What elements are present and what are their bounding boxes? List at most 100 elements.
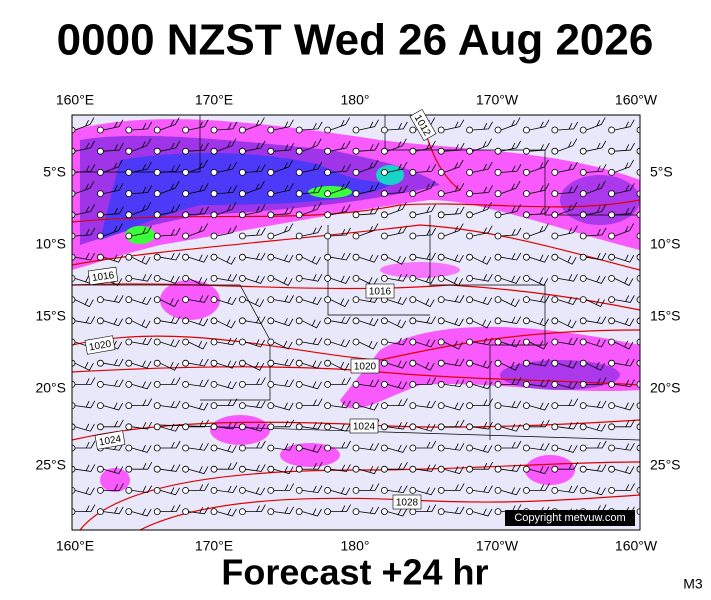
lon-label: 160°W bbox=[615, 92, 658, 108]
barb bbox=[636, 465, 640, 473]
barb bbox=[324, 423, 351, 432]
isobar-label-box bbox=[350, 358, 380, 374]
barb-station bbox=[523, 423, 530, 431]
barb-station bbox=[409, 508, 417, 516]
barb-shaft bbox=[245, 504, 266, 512]
barb-shaft bbox=[557, 337, 578, 346]
barb-station bbox=[380, 486, 388, 494]
barb-shaft bbox=[500, 316, 522, 325]
barb-shaft bbox=[472, 444, 493, 453]
isobar-label: 1016 bbox=[365, 283, 395, 299]
barb-station bbox=[210, 296, 218, 304]
barb-shaft bbox=[500, 180, 521, 194]
barb-station bbox=[494, 338, 502, 346]
barb-station bbox=[295, 253, 303, 261]
barb bbox=[437, 274, 463, 286]
barb-station bbox=[238, 147, 246, 155]
barb bbox=[494, 400, 522, 410]
barb-station bbox=[295, 232, 303, 240]
barb-shaft bbox=[529, 318, 549, 327]
barb-station bbox=[324, 190, 332, 198]
barb-shaft bbox=[444, 379, 465, 388]
barb bbox=[551, 161, 578, 176]
barb-station bbox=[97, 508, 104, 516]
barb-shaft bbox=[529, 358, 550, 367]
barb-shaft bbox=[529, 159, 549, 173]
barb bbox=[267, 379, 294, 388]
barb-station bbox=[523, 274, 530, 282]
lat-label: 25°S bbox=[35, 457, 66, 473]
barb-station bbox=[409, 232, 417, 240]
barb-station bbox=[182, 147, 190, 155]
barb-station bbox=[494, 486, 502, 494]
barb bbox=[295, 444, 322, 453]
barb-shaft bbox=[643, 399, 663, 406]
barb bbox=[579, 227, 607, 240]
barb-station bbox=[523, 359, 530, 367]
barb bbox=[125, 462, 153, 473]
barb bbox=[182, 274, 208, 286]
barb-shaft bbox=[358, 402, 379, 411]
barb bbox=[210, 253, 236, 265]
barb bbox=[608, 295, 635, 304]
barb-shaft bbox=[444, 358, 465, 367]
barb bbox=[72, 316, 96, 325]
barb-station bbox=[352, 380, 360, 388]
barb-shaft bbox=[472, 508, 493, 517]
barb-shaft bbox=[245, 275, 265, 284]
barb-shaft bbox=[472, 421, 493, 430]
barb bbox=[466, 161, 493, 176]
barb-station bbox=[97, 190, 104, 198]
barb-shaft bbox=[472, 121, 493, 131]
barb bbox=[494, 464, 522, 473]
barb-station bbox=[210, 147, 218, 155]
barb-station bbox=[352, 402, 360, 410]
labels: 160°E 160°E 170°E 170°E 180° 180° 170°W 170°W 16… bbox=[35, 92, 680, 554]
barb bbox=[551, 485, 578, 494]
barb-station bbox=[409, 465, 417, 473]
barb-shaft bbox=[302, 255, 321, 265]
barb-station bbox=[238, 317, 246, 325]
barb-station bbox=[125, 296, 133, 304]
barb-shaft bbox=[330, 252, 351, 261]
barb-station bbox=[295, 486, 303, 494]
barb bbox=[153, 504, 181, 516]
barb-shaft bbox=[74, 117, 95, 131]
barb bbox=[636, 399, 663, 409]
barb bbox=[551, 273, 578, 282]
barb-shaft bbox=[586, 339, 606, 348]
barb-station bbox=[466, 126, 474, 134]
barb-shaft bbox=[529, 277, 549, 286]
barb-shaft bbox=[302, 360, 322, 369]
barb bbox=[551, 380, 578, 390]
barb-station bbox=[409, 359, 417, 367]
barb-shaft bbox=[245, 361, 265, 371]
barb-station bbox=[267, 508, 275, 516]
lon-label: 160°E bbox=[56, 538, 94, 554]
barb-shaft bbox=[614, 206, 635, 216]
barb bbox=[380, 380, 408, 390]
barb-station bbox=[466, 423, 474, 431]
barb bbox=[409, 274, 436, 284]
barb-station bbox=[608, 274, 615, 282]
barb bbox=[295, 225, 323, 240]
barb bbox=[238, 140, 266, 155]
barb-shaft bbox=[415, 361, 435, 371]
barb bbox=[267, 483, 295, 494]
lon-label: 170°W bbox=[476, 92, 519, 108]
barb-station bbox=[409, 190, 417, 198]
barb-station bbox=[182, 465, 190, 473]
barb bbox=[466, 421, 493, 431]
barb-station bbox=[523, 168, 530, 176]
lon-label: 180° bbox=[341, 538, 370, 554]
barb bbox=[182, 379, 209, 388]
barb-station bbox=[295, 126, 303, 134]
barb bbox=[267, 506, 294, 516]
barb-station bbox=[466, 465, 474, 473]
barb-station bbox=[238, 232, 246, 240]
barb-station bbox=[523, 190, 530, 198]
barb-station bbox=[125, 211, 133, 219]
barb-shaft bbox=[245, 487, 266, 496]
barb-station bbox=[608, 211, 615, 219]
barb bbox=[551, 337, 578, 346]
